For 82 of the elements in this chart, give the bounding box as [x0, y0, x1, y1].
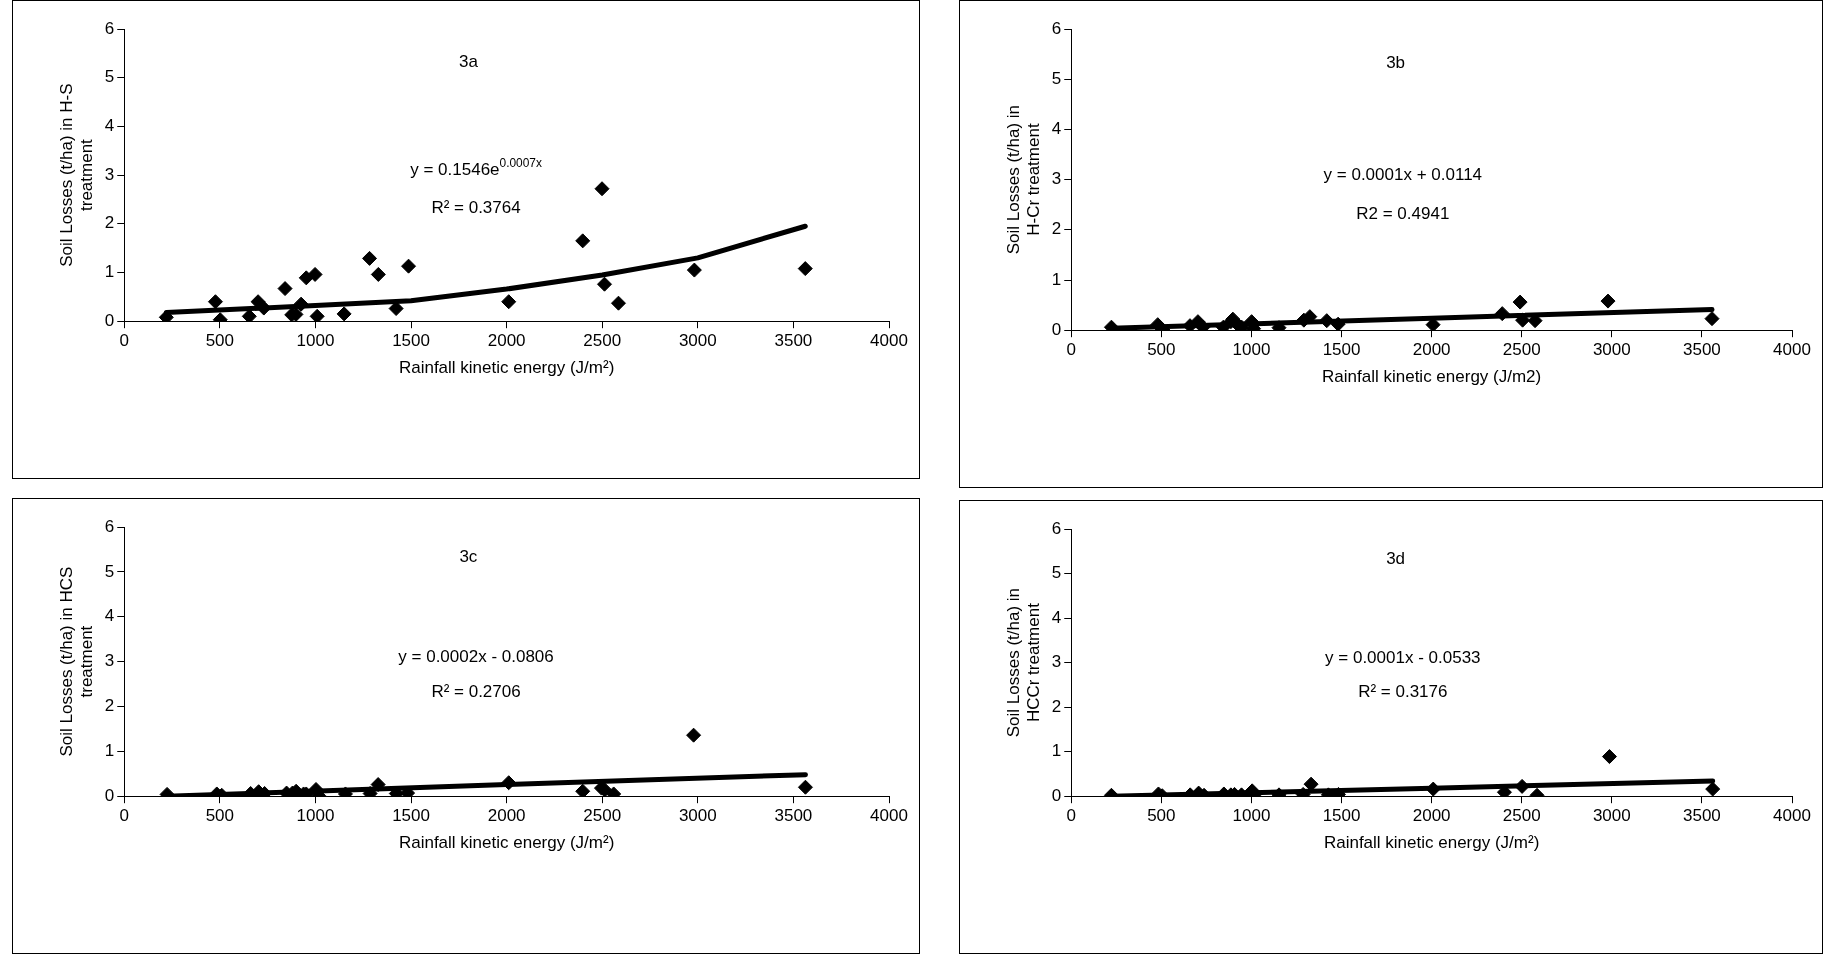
y-tick-label: 3 — [104, 164, 115, 184]
y-tick-label: 0 — [1051, 785, 1062, 805]
x-tick-label: 0 — [1066, 806, 1076, 826]
x-tick-label: 2500 — [583, 806, 622, 826]
x-tick-label: 1000 — [1232, 340, 1271, 360]
text: 3d — [1386, 548, 1406, 568]
annotation: y = 0.0001x - 0.0533 — [1325, 647, 1481, 667]
x-tick-label: 2500 — [583, 331, 622, 351]
y-axis-title: Soil Losses (t/ha) in HCCr treatment — [1003, 587, 1044, 738]
y-tick-label: 6 — [1051, 18, 1062, 38]
x-tick-label: 0 — [119, 331, 129, 351]
y-tick-label: 0 — [104, 310, 115, 330]
x-tick-label: 1500 — [392, 806, 430, 826]
x-tick-label: 4000 — [1773, 806, 1811, 826]
y-tick-label: 1 — [104, 262, 115, 282]
annotation: y = 0.0001x + 0.0114 — [1323, 164, 1483, 184]
x-tick-label: 500 — [205, 331, 235, 351]
x-tick-label: 1000 — [1232, 806, 1271, 826]
y-tick-label: 1 — [1051, 269, 1062, 289]
x-tick-label: 0 — [1066, 340, 1076, 360]
y-tick-label: 5 — [1051, 68, 1062, 88]
x-tick-label: 1000 — [296, 806, 335, 826]
x-tick-label: 3000 — [1592, 806, 1631, 826]
annotation: R2 = 0.4941 — [1356, 203, 1450, 223]
x-axis-title: Rainfall kinetic energy (J/m2) — [1322, 367, 1542, 387]
y-tick-label: 5 — [1051, 563, 1062, 583]
y-tick-label: 4 — [1051, 607, 1062, 627]
x-tick-label: 3500 — [1682, 340, 1721, 360]
x-tick-label: 500 — [205, 806, 235, 826]
y-tick-label: 2 — [1051, 219, 1062, 239]
annotation: R² = 0.2706 — [431, 681, 521, 701]
y-tick-label: 3 — [1051, 652, 1062, 672]
x-tick-label: 3500 — [1682, 806, 1721, 826]
x-tick-label: 1000 — [296, 331, 335, 351]
x-tick-label: 1500 — [1322, 806, 1361, 826]
x-tick-label: 2000 — [1412, 340, 1451, 360]
x-tick-label: 3500 — [774, 806, 813, 826]
x-tick-label: 1500 — [392, 331, 430, 351]
y-tick-label: 1 — [1051, 741, 1062, 761]
y-axis-title: Soil Losses (t/ha) in HCS treatment — [56, 566, 97, 757]
x-tick-label: 0 — [119, 806, 129, 826]
x-axis-title: Rainfall kinetic energy (J/m²) — [1323, 833, 1540, 853]
x-axis-title: Rainfall kinetic energy (J/m²) — [398, 358, 615, 378]
x-tick-label: 3500 — [774, 331, 813, 351]
y-tick-label: 6 — [1051, 518, 1062, 538]
y-axis-title: Soil Losses (t/ha) in H-Cr treatment — [1003, 104, 1044, 255]
x-tick-label: 4000 — [870, 331, 908, 351]
x-tick-label: 4000 — [1773, 340, 1811, 360]
text: 3b — [1386, 53, 1406, 73]
x-tick-label: 2000 — [487, 806, 526, 826]
y-tick-label: 2 — [1051, 696, 1062, 716]
annotation: R² = 0.3176 — [1358, 682, 1448, 702]
y-tick-label: 5 — [104, 67, 115, 87]
annotation: y = 0.0002x - 0.0806 — [398, 646, 554, 666]
y-tick-label: 4 — [1051, 119, 1062, 139]
x-tick-label: 3000 — [1592, 340, 1631, 360]
y-tick-label: 5 — [104, 561, 115, 581]
x-tick-label: 2000 — [1412, 806, 1451, 826]
x-tick-label: 2000 — [487, 331, 526, 351]
text: 3c — [459, 547, 478, 566]
x-tick-label: 1500 — [1322, 340, 1361, 360]
text: 3a — [458, 51, 479, 71]
x-tick-label: 3000 — [678, 806, 717, 826]
y-tick-label: 6 — [104, 516, 115, 536]
x-tick-label: 2500 — [1502, 806, 1541, 826]
y-tick-label: 4 — [104, 116, 115, 136]
y-tick-label: 3 — [1051, 169, 1062, 189]
y-tick-label: 4 — [104, 606, 115, 626]
x-tick-label: 4000 — [870, 806, 908, 826]
y-axis-title: Soil Losses (t/ha) in H-S treatment — [56, 83, 97, 267]
annotation: R² = 0.3764 — [431, 198, 521, 218]
y-tick-label: 1 — [104, 741, 115, 761]
y-tick-label: 2 — [104, 696, 115, 716]
y-tick-label: 0 — [104, 785, 115, 805]
y-tick-label: 6 — [104, 18, 115, 38]
x-tick-label: 2500 — [1502, 340, 1541, 360]
x-tick-label: 500 — [1147, 340, 1176, 360]
y-tick-label: 3 — [104, 651, 115, 671]
y-tick-label: 2 — [104, 213, 115, 233]
x-axis-title: Rainfall kinetic energy (J/m²) — [398, 833, 615, 853]
x-tick-label: 3000 — [678, 331, 717, 351]
x-tick-label: 500 — [1147, 806, 1176, 826]
